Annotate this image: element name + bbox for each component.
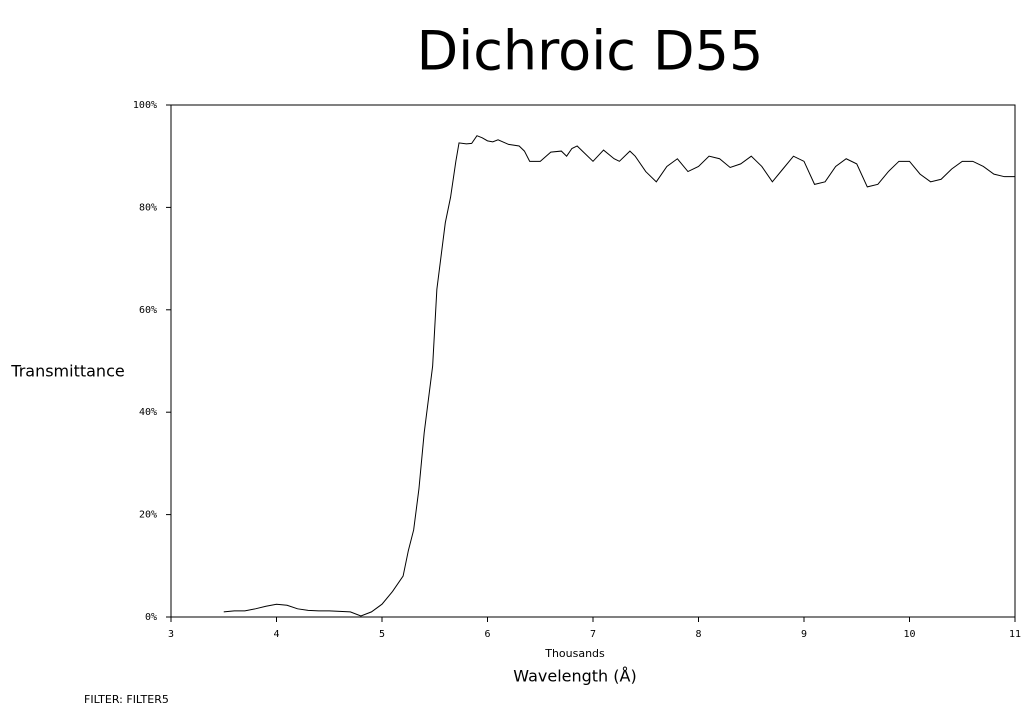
x-unit-label: Thousands bbox=[544, 647, 605, 660]
x-tick-label: 3 bbox=[168, 629, 174, 640]
x-tick-label: 7 bbox=[590, 629, 596, 640]
y-tick-label: 80% bbox=[139, 202, 157, 213]
plot-frame bbox=[170, 104, 1016, 618]
x-tick-label: 10 bbox=[903, 629, 915, 640]
x-axis-label: Wavelength (Å) bbox=[513, 667, 636, 686]
x-tick-label: 6 bbox=[484, 629, 490, 640]
y-axis-label: Transmittance bbox=[10, 362, 124, 381]
x-tick-label: 4 bbox=[273, 629, 279, 640]
y-tick-label: 20% bbox=[139, 510, 157, 521]
y-tick-label: 100% bbox=[133, 100, 157, 111]
footer-note: FILTER: FILTER5 bbox=[84, 693, 169, 706]
x-tick-label: 5 bbox=[379, 629, 385, 640]
x-tick-label: 11 bbox=[1009, 629, 1021, 640]
chart-title: Dichroic D55 bbox=[417, 20, 764, 83]
x-tick-label: 9 bbox=[801, 629, 807, 640]
y-tick-label: 0% bbox=[145, 612, 157, 623]
data-line bbox=[223, 135, 1015, 617]
x-tick-label: 8 bbox=[695, 629, 701, 640]
y-tick-label: 40% bbox=[139, 407, 157, 418]
y-tick-label: 60% bbox=[139, 305, 157, 316]
